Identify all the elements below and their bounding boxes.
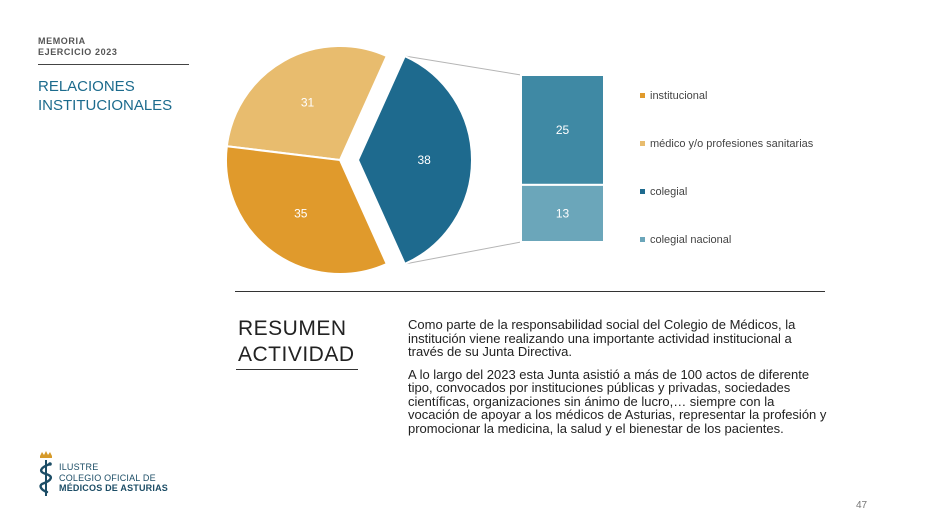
legend-label: colegial nacional [650,234,732,246]
year-label: EJERCICIO 2023 [38,47,118,57]
section-title-line2: INSTITUCIONALES [38,97,173,114]
pie-label-colegial: 38 [417,153,431,167]
legend-swatch [640,140,645,146]
summary-title-line2: ACTIVIDAD [238,343,355,366]
section-divider [235,291,825,292]
summary-title-underline [236,369,358,370]
bar-segment-colegial [520,74,605,186]
section-title: RELACIONES INSTITUCIONALES [38,77,172,115]
pie-label-institucional: 35 [294,206,308,220]
logo-line-2: COLEGIO OFICIAL DE [59,472,156,483]
bar-segment-colegial-nacional [520,183,605,244]
data-labels: 31 38 35 25 13 [294,95,569,220]
connector-bottom [404,241,522,265]
legend-item-colegial: colegial [640,186,687,198]
summary-paragraph-2: A lo largo del 2023 esta Junta asistió a… [408,366,827,436]
summary-title: RESUMEN ACTIVIDAD [238,316,355,368]
bar-segments [520,74,605,244]
legend-item-medico-y-o-profesiones-sanitarias: médico y/o profesiones sanitarias [640,138,813,150]
memoria-label: MEMORIA [38,36,86,46]
section-title-line1: RELACIONES [38,78,135,95]
legend-label: institucional [650,90,708,102]
bar-of-pie-chart: 31 38 35 25 13 [225,45,605,275]
pie-slice-colegial [356,54,473,266]
summary-body: Como parte de la responsabilidad social … [408,318,828,444]
pie-label-medico-y-o-profesiones-sanitarias: 31 [301,95,315,109]
legend-label: colegial [650,186,688,198]
pie-slice-institucional [225,145,389,275]
legend-item-colegial-nacional: colegial nacional [640,234,731,246]
chart-connectors [404,55,522,265]
pie-slices [225,45,473,275]
legend-swatch [640,92,645,98]
bar-label-colegial: 25 [556,123,570,137]
summary-title-line1: RESUMEN [238,317,347,340]
header-divider [38,64,189,65]
logo-line-3: MÉDICOS DE ASTURIAS [59,483,168,493]
connector-top [404,55,522,76]
pie-slice-medico-y-o-profesiones-sanitarias [225,45,389,162]
document-header: MEMORIA EJERCICIO 2023 [38,36,117,58]
page-number: 47 [856,500,868,511]
legend-label: médico y/o profesiones sanitarias [650,138,814,150]
legend-swatch [640,236,645,242]
summary-paragraph-1: Como parte de la responsabilidad social … [408,317,796,359]
bar-label-colegial-nacional: 13 [556,206,570,220]
college-logo-icon [39,451,52,496]
college-logo-text: ILUSTRE COLEGIO OFICIAL DE MÉDICOS DE AS… [59,462,168,494]
legend-item-institucional: institucional [640,90,707,102]
logo-line-1: ILUSTRE [59,462,99,472]
legend-swatch [640,188,645,194]
